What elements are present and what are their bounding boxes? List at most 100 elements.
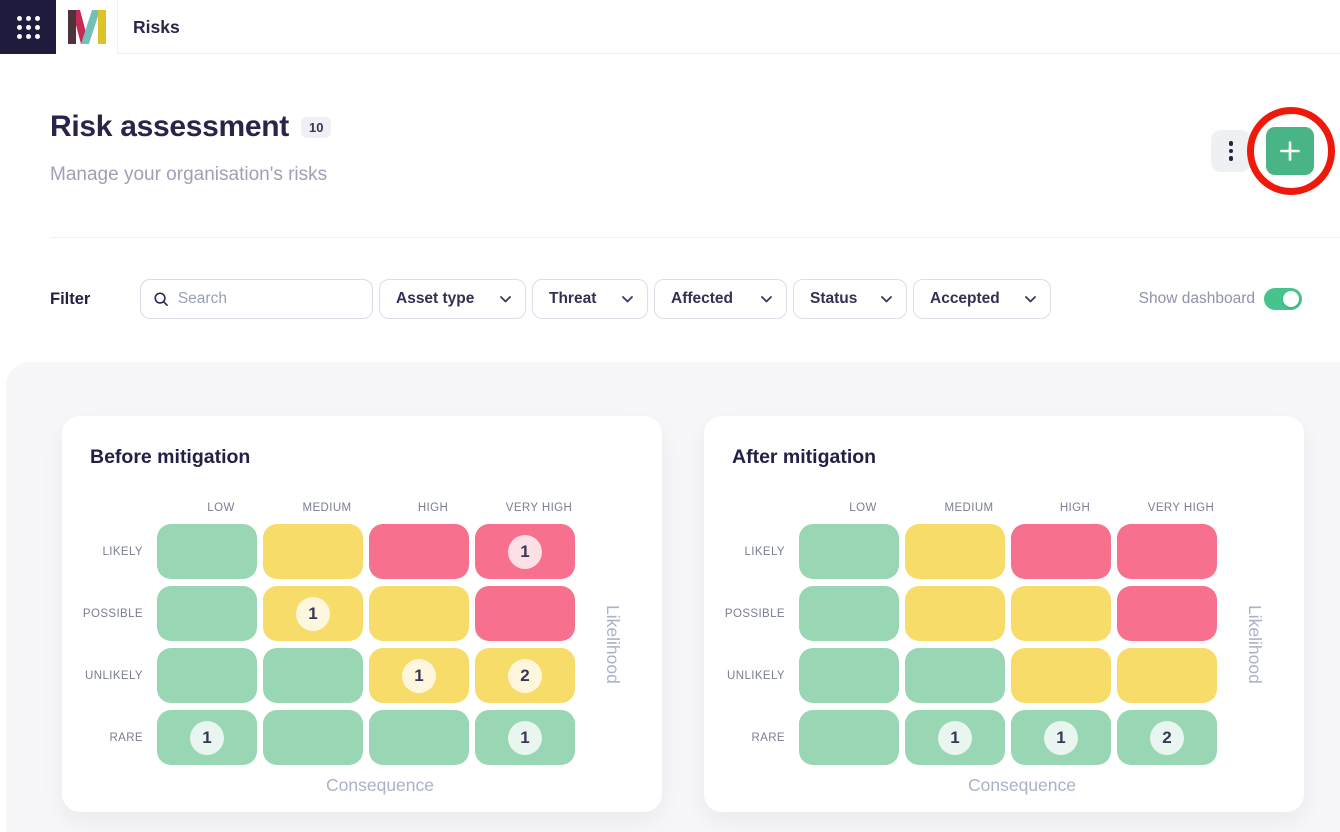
matrix-cell [1117, 524, 1217, 579]
column-header: VERY HIGH [1147, 502, 1215, 514]
filter-dropdown-accepted[interactable]: Accepted [913, 279, 1051, 319]
matrix-cell[interactable]: 1 [905, 710, 1005, 765]
matrix-cell[interactable]: 2 [1117, 710, 1217, 765]
dropdown-label: Threat [549, 290, 597, 307]
matrix-row: POSSIBLE 1 [62, 586, 662, 641]
chevron-down-icon [881, 295, 892, 302]
filter-dropdown-asset-type[interactable]: Asset type [379, 279, 526, 319]
risk-matrix-card: After mitigation LOW MEDIUM HIGH VERY HIGH LI… [704, 416, 1304, 812]
show-dashboard-label: Show dashboard [1138, 290, 1255, 307]
matrix-cell[interactable]: 1 [475, 524, 575, 579]
w-monogram-icon [67, 10, 106, 44]
column-header: VERY HIGH [505, 502, 573, 514]
row-header: RARE [751, 731, 785, 744]
dropdown-label: Asset type [396, 290, 475, 307]
column-header: MEDIUM [302, 502, 352, 514]
likelihood-axis-label: Likelihood [1245, 605, 1265, 684]
matrix-row: LIKELY [704, 524, 1304, 579]
risk-matrix: LOW MEDIUM HIGH VERY HIGH LIKELY POSSIBLE UNLI… [704, 502, 1304, 772]
column-header: LOW [207, 502, 235, 514]
plus-icon [1280, 141, 1300, 161]
matrix-cell [1117, 586, 1217, 641]
matrix-cell [475, 586, 575, 641]
chevron-down-icon [1025, 295, 1036, 302]
chevron-down-icon [500, 295, 511, 302]
risk-count-badge: 1 [508, 720, 542, 755]
risk-count-badge: 1 [1044, 720, 1078, 755]
app-launcher-button[interactable] [0, 0, 56, 54]
matrix-cell [263, 710, 363, 765]
topbar: Risks [0, 0, 1340, 54]
matrix-cell [263, 524, 363, 579]
matrix-cell [905, 524, 1005, 579]
risk-count-badge: 2 [508, 658, 542, 693]
column-header: MEDIUM [944, 502, 994, 514]
row-header: RARE [109, 731, 143, 744]
matrix-cell[interactable]: 1 [157, 710, 257, 765]
matrix-row: UNLIKELY 1 2 [62, 648, 662, 703]
brand-logo[interactable] [56, 0, 118, 54]
consequence-axis-label: Consequence [968, 775, 1076, 795]
matrix-cell[interactable]: 1 [263, 586, 363, 641]
kebab-icon [1228, 141, 1234, 146]
toggle-knob [1283, 291, 1299, 307]
matrix-cell [1011, 586, 1111, 641]
matrix-cell [799, 648, 899, 703]
matrix-cell [905, 586, 1005, 641]
matrix-cell[interactable]: 1 [1011, 710, 1111, 765]
search-input[interactable] [177, 290, 360, 308]
matrix-row: UNLIKELY [704, 648, 1304, 703]
consequence-axis-label: Consequence [326, 775, 434, 795]
matrix-cell [1011, 648, 1111, 703]
show-dashboard-toggle[interactable] [1264, 288, 1302, 310]
matrix-row: RARE 1 1 [62, 710, 662, 765]
matrix-cell [799, 710, 899, 765]
row-header: LIKELY [102, 545, 143, 558]
risk-count-total-badge: 10 [301, 116, 332, 138]
search-icon [154, 292, 168, 306]
page-title: Risk assessment [50, 110, 289, 143]
matrix-row: POSSIBLE [704, 586, 1304, 641]
search-field [140, 279, 373, 319]
dropdown-label: Status [810, 290, 858, 307]
risk-matrix-card: Before mitigation LOW MEDIUM HIGH VERY HIGH L… [62, 416, 662, 812]
chevron-down-icon [761, 295, 772, 302]
risk-count-badge: 1 [508, 534, 542, 569]
dashboard-panel: Before mitigation LOW MEDIUM HIGH VERY HIGH L… [6, 362, 1340, 832]
matrix-cell[interactable]: 1 [475, 710, 575, 765]
risk-count-badge: 2 [1150, 720, 1184, 755]
risk-count-badge: 1 [190, 720, 224, 755]
matrix-cell [905, 648, 1005, 703]
matrix-cell [369, 524, 469, 579]
app-grid-icon [16, 15, 40, 39]
matrix-row: RARE 1 1 2 [704, 710, 1304, 765]
matrix-cell [369, 710, 469, 765]
matrix-cell [1117, 648, 1217, 703]
topbar-title: Risks [133, 17, 180, 37]
add-risk-button[interactable] [1266, 127, 1314, 175]
more-options-button[interactable] [1211, 130, 1251, 172]
card-title: Before mitigation [90, 446, 251, 468]
matrix-cell[interactable]: 2 [475, 648, 575, 703]
matrix-cell [799, 586, 899, 641]
matrix-cell [263, 648, 363, 703]
matrix-cell [1011, 524, 1111, 579]
show-dashboard-control: Show dashboard [1139, 288, 1302, 310]
row-header: UNLIKELY [727, 669, 785, 682]
risk-count-badge: 1 [296, 596, 330, 631]
row-header: UNLIKELY [85, 669, 143, 682]
matrix-cell [369, 586, 469, 641]
likelihood-axis-label: Likelihood [603, 605, 623, 684]
column-header: HIGH [1059, 502, 1091, 514]
matrix-cell[interactable]: 1 [369, 648, 469, 703]
matrix-row: LIKELY 1 [62, 524, 662, 579]
row-header: POSSIBLE [724, 607, 785, 620]
filter-label: Filter [50, 289, 91, 308]
chevron-down-icon [622, 295, 633, 302]
filter-dropdown-threat[interactable]: Threat [532, 279, 648, 319]
filter-dropdown-affected[interactable]: Affected [654, 279, 787, 319]
row-header: POSSIBLE [82, 607, 143, 620]
filter-dropdown-status[interactable]: Status [793, 279, 907, 319]
row-header: LIKELY [744, 545, 785, 558]
card-title: After mitigation [732, 446, 877, 468]
